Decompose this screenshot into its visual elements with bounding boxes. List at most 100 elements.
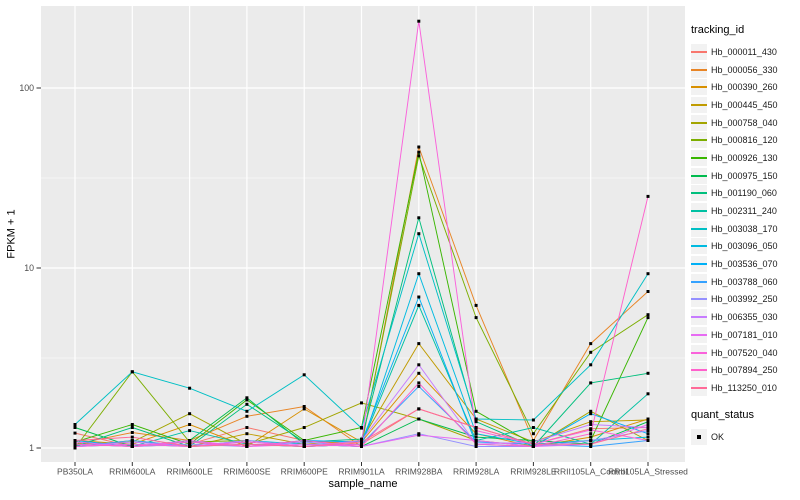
- data-point: [474, 420, 478, 424]
- legend-key-point-icon: [691, 428, 707, 445]
- legend-items-tracking-id: Hb_000011_430 Hb_000056_330 Hb_000390_260 H…: [691, 43, 799, 397]
- data-point: [245, 396, 249, 400]
- legend-item-Hb_000445_450: Hb_000445_450: [691, 96, 799, 114]
- y-tick-label: 100: [19, 83, 34, 93]
- data-point: [646, 194, 650, 198]
- data-point: [646, 423, 650, 426]
- data-point: [417, 145, 421, 149]
- legend-item-label: Hb_000758_040: [711, 117, 778, 128]
- legend-key-line-icon: [691, 79, 707, 96]
- data-point: [589, 363, 593, 367]
- data-point: [417, 384, 421, 388]
- data-point: [474, 303, 478, 307]
- data-point: [646, 435, 650, 439]
- data-point: [130, 445, 134, 448]
- legend-item-label: Hb_003536_070: [711, 259, 778, 270]
- legend-item-Hb_003788_060: Hb_003788_060: [691, 273, 799, 291]
- data-point: [417, 295, 421, 299]
- data-point: [474, 429, 478, 433]
- legend-item-Hb_007894_250: Hb_007894_250: [691, 361, 799, 379]
- data-point: [130, 440, 134, 444]
- legend-item-label: Hb_003038_170: [711, 223, 778, 234]
- data-point: [589, 381, 593, 385]
- legend-key-line-icon: [691, 43, 707, 60]
- data-point: [188, 386, 192, 390]
- data-point: [646, 313, 650, 317]
- data-point: [589, 435, 593, 439]
- legend-item-label: Hb_000390_260: [711, 82, 778, 93]
- x-tick-label: PB350LA: [57, 467, 93, 477]
- legend-key-line-icon: [691, 273, 707, 290]
- legend-item-Hb_000758_040: Hb_000758_040: [691, 114, 799, 132]
- data-point: [73, 445, 77, 448]
- legend-title-quant-status: quant_status: [691, 408, 754, 421]
- legend-key-line-icon: [691, 344, 707, 361]
- axis-ticks-and-labels: 1 10 100 PB350LA RRIM600LA RRIM600LE RRIM600SE…: [19, 83, 688, 477]
- data-point: [360, 442, 363, 446]
- data-point: [589, 409, 593, 413]
- legend-item-Hb_001190_060: Hb_001190_060: [691, 185, 799, 203]
- legend-item-Hb_000011_430: Hb_000011_430: [691, 43, 799, 61]
- data-point: [646, 432, 650, 436]
- data-point: [646, 429, 650, 433]
- legend-key-line-icon: [691, 238, 707, 255]
- data-point: [302, 439, 306, 442]
- data-point: [531, 440, 535, 444]
- legend-item-label: Hb_003992_250: [711, 294, 778, 305]
- legend-key-line-icon: [691, 256, 707, 273]
- legend-item-label: Hb_000975_150: [711, 170, 778, 181]
- legend-item-label: Hb_007520_040: [711, 347, 778, 358]
- data-point: [417, 303, 421, 307]
- data-point: [417, 150, 421, 154]
- legend-key-line-icon: [691, 61, 707, 78]
- data-point: [474, 435, 478, 439]
- data-point: [417, 342, 421, 346]
- legend-item-label: Hb_000056_330: [711, 64, 778, 75]
- data-point: [474, 445, 478, 448]
- legend-key-line-icon: [691, 149, 707, 166]
- data-point: [589, 420, 593, 424]
- data-point: [474, 417, 478, 421]
- data-point: [360, 426, 363, 430]
- legend-item-Hb_000926_130: Hb_000926_130: [691, 149, 799, 167]
- legend-item-quant-ok: OK: [691, 428, 799, 446]
- y-axis-title: FPKM + 1: [4, 6, 20, 462]
- data-point: [245, 414, 249, 418]
- legend-item-label: Hb_000926_130: [711, 152, 778, 163]
- x-tick-label: RRII105LA_Control: [554, 467, 628, 477]
- data-point: [589, 342, 593, 346]
- legend-item-Hb_003096_050: Hb_003096_050: [691, 238, 799, 256]
- data-point: [531, 432, 535, 436]
- data-point: [417, 433, 421, 437]
- legend-item-Hb_113250_010: Hb_113250_010: [691, 379, 799, 397]
- data-point: [245, 442, 249, 446]
- data-point: [646, 439, 650, 442]
- legend-item-label: Hb_002311_240: [711, 206, 777, 217]
- data-point: [188, 429, 192, 433]
- data-point: [531, 426, 535, 429]
- data-point: [474, 409, 478, 413]
- y-axis-title-text: FPKM + 1: [6, 209, 18, 259]
- plot-panel: [41, 6, 685, 462]
- x-tick-label: RRIM928BA: [395, 467, 443, 477]
- data-point: [417, 154, 421, 158]
- data-point: [245, 445, 249, 448]
- y-tick-label: 1: [29, 443, 34, 453]
- data-point: [474, 316, 478, 320]
- legend-title-tracking-id: tracking_id: [691, 24, 745, 36]
- x-tick-label: RRIM600PE: [281, 467, 329, 477]
- legend-item-label: OK: [711, 431, 725, 442]
- data-point: [474, 426, 478, 429]
- data-point: [73, 423, 77, 426]
- legend-item-label: Hb_007181_010: [711, 329, 778, 340]
- data-point: [245, 440, 249, 444]
- data-point: [130, 442, 134, 446]
- x-tick-label: RRIM600LA: [109, 467, 156, 477]
- legend-key-line-icon: [691, 362, 707, 379]
- data-point: [589, 445, 593, 448]
- x-tick-label: RRII105LA_Stressed: [608, 467, 688, 477]
- data-point: [130, 423, 134, 426]
- data-point: [417, 216, 421, 220]
- data-point: [245, 409, 249, 413]
- legend-item-label: Hb_006355_030: [711, 312, 778, 323]
